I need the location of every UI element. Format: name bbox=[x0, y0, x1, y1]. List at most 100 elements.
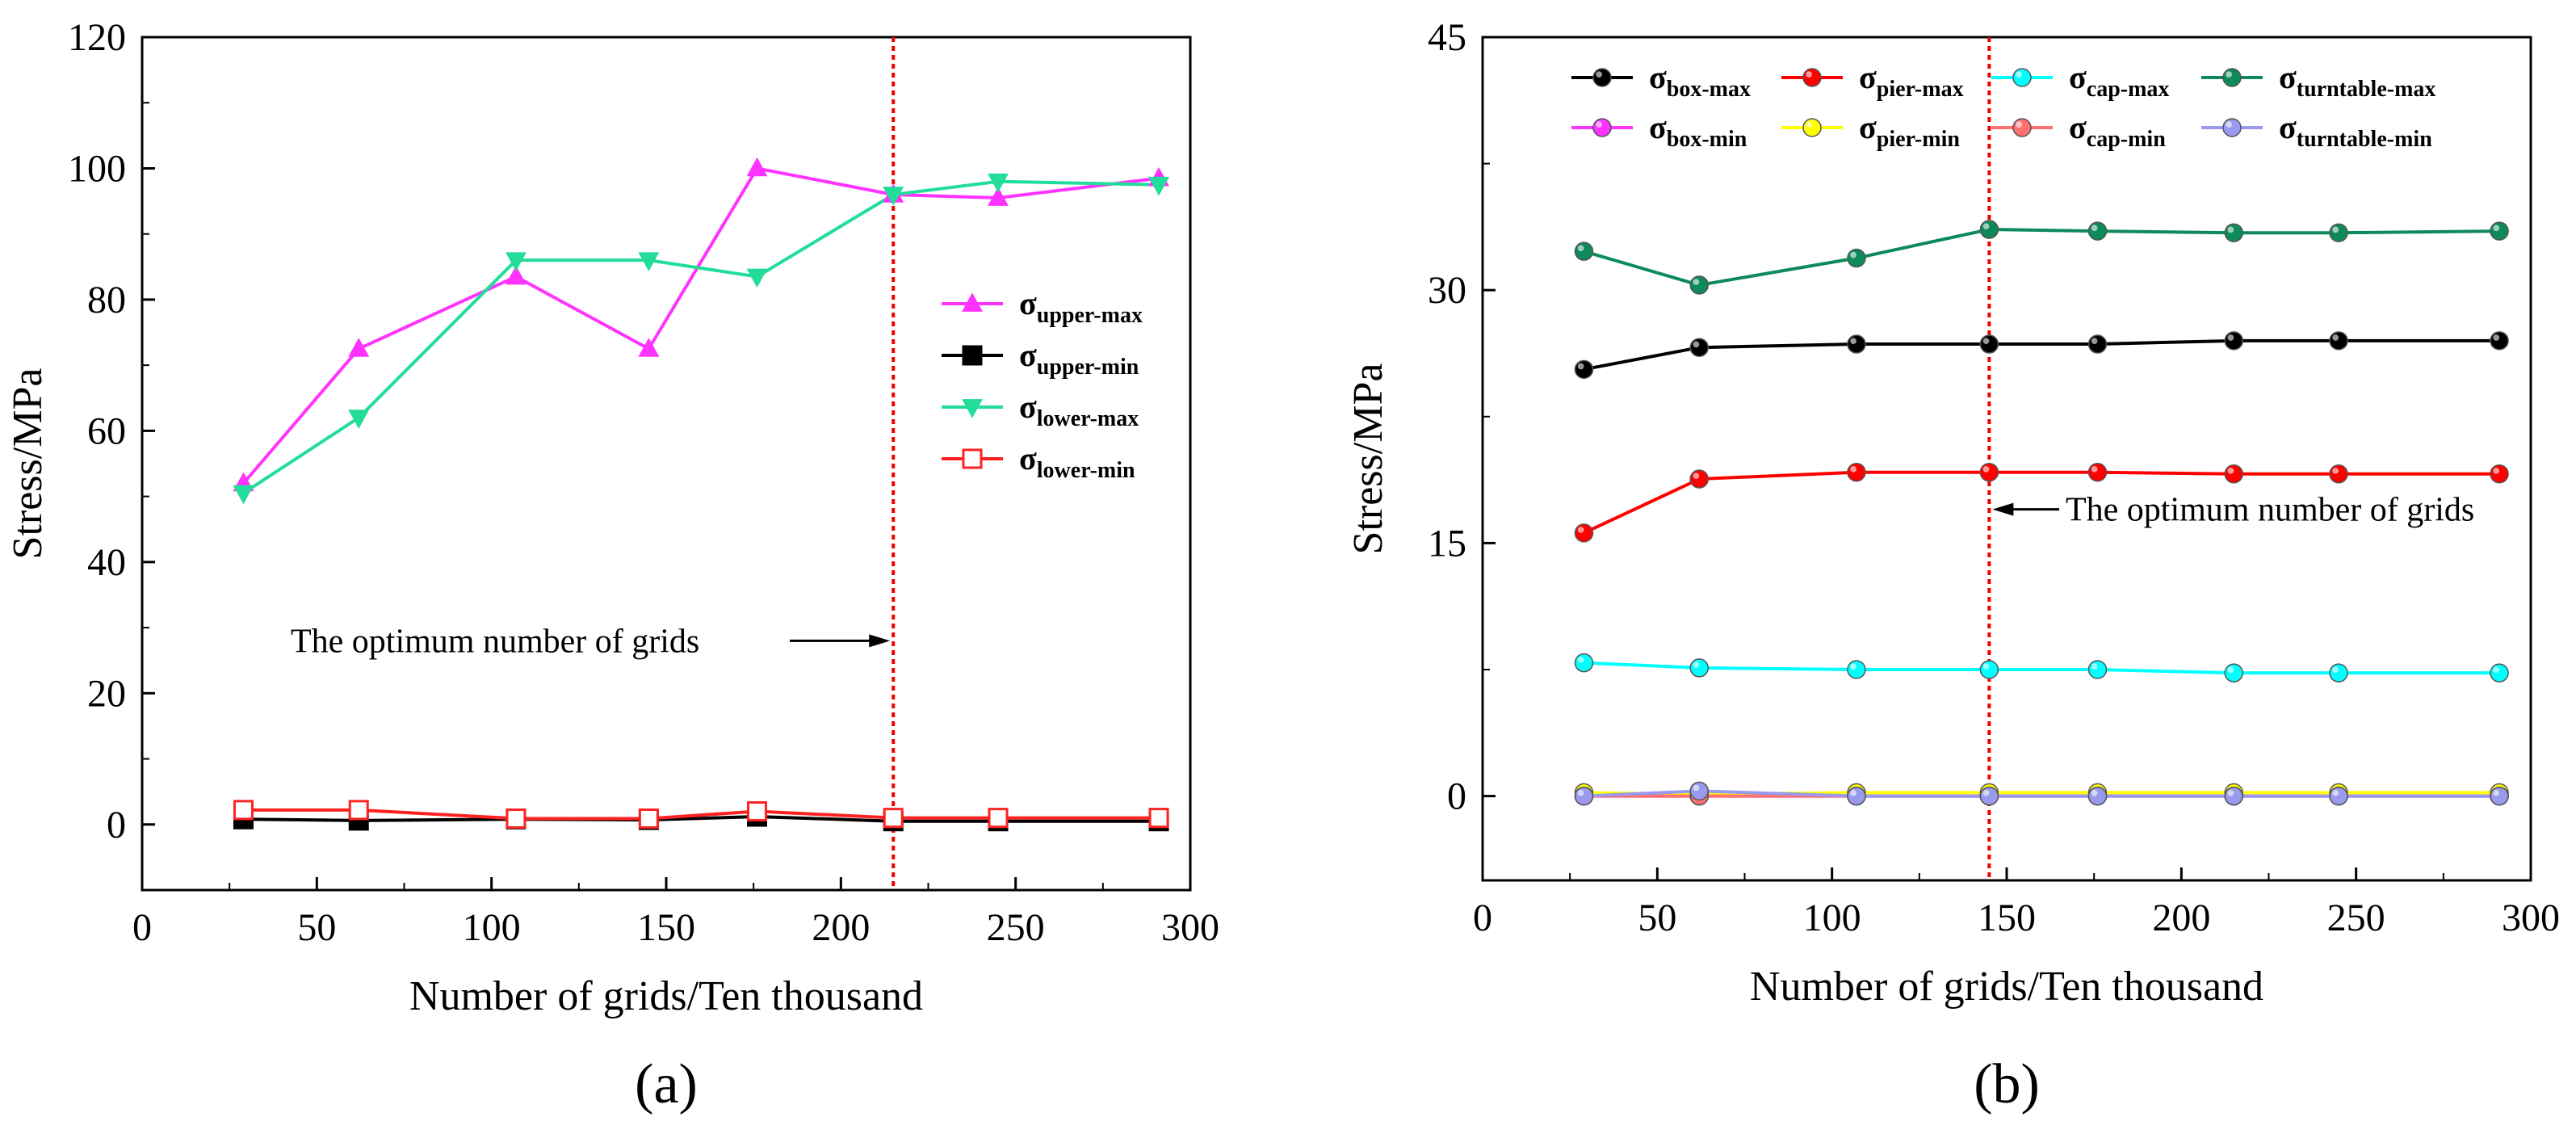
legend-marker-highlight bbox=[1806, 121, 1812, 128]
x-tick-label: 0 bbox=[1473, 897, 1492, 939]
y-tick-label: 0 bbox=[107, 804, 126, 846]
data-point bbox=[2490, 464, 2509, 484]
legend-label-sub: turntable-min bbox=[2297, 127, 2432, 152]
legend-item: σpier-max bbox=[1781, 59, 1964, 102]
legend-marker bbox=[1592, 118, 1612, 137]
data-point-highlight bbox=[1982, 663, 1990, 670]
data-point bbox=[746, 268, 768, 288]
data-point-highlight bbox=[2091, 225, 2098, 232]
y-tick-label: 100 bbox=[68, 147, 126, 190]
series-line bbox=[1584, 661, 2500, 675]
legend-marker bbox=[1802, 118, 1822, 137]
data-point bbox=[506, 808, 527, 829]
x-axis-title: Number of grids/Ten thousand bbox=[1750, 964, 2263, 1010]
chart-panel-a: 0 50 100 150 200 250 300 0 20 40 60 80 100 120 Number … bbox=[5, 16, 1219, 1115]
data-point bbox=[2490, 331, 2509, 351]
data-point-highlight bbox=[2332, 226, 2339, 233]
data-point-highlight bbox=[2091, 466, 2098, 472]
legend-item: σupper-max bbox=[942, 285, 1143, 328]
data-point-highlight bbox=[2227, 666, 2234, 674]
legend-label-sub: turntable-max bbox=[2297, 77, 2436, 102]
data-point-highlight bbox=[1577, 789, 1584, 796]
data-point-highlight bbox=[2332, 789, 2339, 796]
data-point bbox=[2224, 786, 2243, 806]
data-point bbox=[638, 252, 660, 271]
x-tick-label: 0 bbox=[132, 906, 152, 949]
data-point bbox=[2490, 663, 2509, 682]
data-point-highlight bbox=[2493, 666, 2500, 674]
legend-marker-highlight bbox=[1596, 121, 1602, 128]
data-point bbox=[1574, 242, 1594, 261]
y-tick-label: 15 bbox=[1428, 522, 1466, 565]
data-point-highlight bbox=[2227, 226, 2234, 233]
annotation-arrowhead bbox=[869, 634, 891, 648]
legend-label-main: σ bbox=[1649, 109, 1667, 145]
legend-label-sub: box-min bbox=[1667, 127, 1747, 152]
legend-label-sub: box-max bbox=[1667, 77, 1751, 102]
legend-label: σturntable-max bbox=[2279, 59, 2435, 102]
legend-label-main: σ bbox=[2069, 59, 2087, 95]
data-point bbox=[506, 252, 527, 271]
data-point bbox=[1689, 275, 1710, 295]
x-tick-label: 250 bbox=[987, 906, 1045, 949]
legend-marker bbox=[2222, 118, 2242, 137]
data-point-highlight bbox=[2227, 334, 2234, 341]
data-point-highlight bbox=[1577, 656, 1584, 663]
legend-marker-highlight bbox=[1596, 71, 1602, 78]
legend-marker bbox=[962, 448, 983, 469]
series-line bbox=[1584, 791, 2500, 796]
data-point bbox=[1847, 334, 1866, 354]
legend-label-main: σ bbox=[2279, 109, 2297, 145]
x-tick-label: 250 bbox=[2327, 897, 2385, 939]
x-tick-label: 200 bbox=[812, 906, 870, 949]
legend-marker-highlight bbox=[2226, 71, 2232, 78]
data-point bbox=[1574, 523, 1594, 543]
x-tick-label: 150 bbox=[1978, 897, 2036, 939]
series-line bbox=[1583, 228, 2500, 287]
data-point bbox=[1847, 462, 1866, 482]
legend-item: σbox-min bbox=[1571, 109, 1747, 152]
annotation-arrowhead bbox=[1992, 502, 2014, 516]
data-point-highlight bbox=[2332, 468, 2339, 474]
legend-item: σcap-max bbox=[1991, 59, 2169, 102]
legend-label: σpier-min bbox=[1859, 109, 1960, 152]
legend-label-sub: lower-min bbox=[1037, 458, 1135, 483]
data-point bbox=[233, 800, 254, 821]
data-point bbox=[2329, 464, 2348, 484]
data-point bbox=[1979, 462, 1999, 482]
y-tick-label: 40 bbox=[87, 541, 126, 584]
y-tick-label: 30 bbox=[1428, 269, 1466, 312]
data-point-highlight bbox=[2332, 334, 2339, 341]
series-line bbox=[1584, 338, 2500, 372]
data-point-highlight bbox=[1982, 466, 1990, 472]
legend-label: σturntable-min bbox=[2279, 109, 2432, 152]
legend-label: σlower-max bbox=[1019, 388, 1139, 431]
data-point bbox=[1148, 808, 1169, 829]
data-point bbox=[348, 410, 370, 429]
data-point-highlight bbox=[2091, 663, 2098, 670]
legend-label: σupper-min bbox=[1019, 337, 1139, 380]
data-point bbox=[2087, 462, 2108, 482]
series-line bbox=[243, 815, 1160, 823]
data-point bbox=[1847, 248, 1866, 268]
data-point-highlight bbox=[1693, 472, 1700, 480]
data-point bbox=[2087, 221, 2108, 241]
legend-item: σcap-min bbox=[1991, 109, 2166, 152]
data-point-highlight bbox=[2091, 338, 2098, 345]
data-point bbox=[638, 808, 659, 829]
data-point bbox=[1689, 781, 1710, 801]
legend-item: σupper-min bbox=[942, 337, 1139, 380]
x-tick-label: 200 bbox=[2152, 897, 2210, 939]
data-point bbox=[2329, 663, 2348, 682]
data-point-highlight bbox=[2227, 789, 2234, 796]
data-point bbox=[746, 801, 767, 822]
data-point-highlight bbox=[2332, 666, 2339, 674]
data-point bbox=[348, 800, 369, 821]
panel-label: (b) bbox=[1974, 1053, 2040, 1115]
data-point-highlight bbox=[1577, 527, 1584, 533]
legend-label-main: σ bbox=[1019, 440, 1037, 477]
y-tick-label: 60 bbox=[87, 410, 126, 452]
data-point bbox=[1689, 338, 1710, 357]
legend-label: σcap-min bbox=[2069, 109, 2166, 152]
